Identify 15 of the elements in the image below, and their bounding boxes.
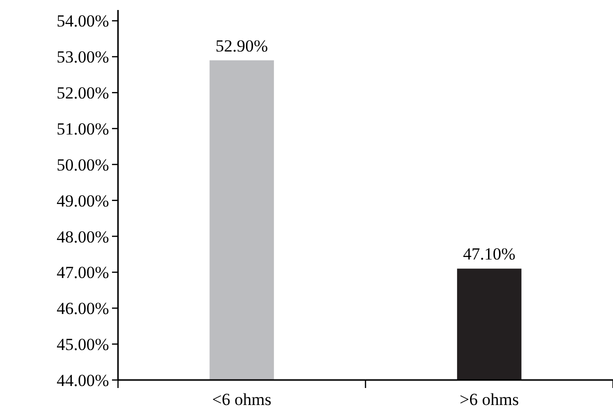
data-label: 47.10% xyxy=(463,244,516,264)
x-tick-label: <6 ohms xyxy=(212,390,272,409)
y-tick-label: 46.00% xyxy=(56,299,109,318)
y-tick-label: 48.00% xyxy=(56,227,109,246)
y-tick-label: 45.00% xyxy=(56,335,109,354)
y-tick-label: 54.00% xyxy=(56,12,109,31)
y-tick-label: 52.00% xyxy=(56,84,109,103)
y-tick-label: 50.00% xyxy=(56,155,109,174)
data-label: 52.90% xyxy=(216,36,268,56)
x-tick-label: >6 ohms xyxy=(460,390,519,409)
y-tick-label: 49.00% xyxy=(56,191,109,210)
y-tick-label: 47.00% xyxy=(56,263,109,282)
y-tick-label: 44.00% xyxy=(56,370,109,390)
y-tick-label: 53.00% xyxy=(56,48,109,67)
y-tick-label: 51.00% xyxy=(56,119,109,138)
